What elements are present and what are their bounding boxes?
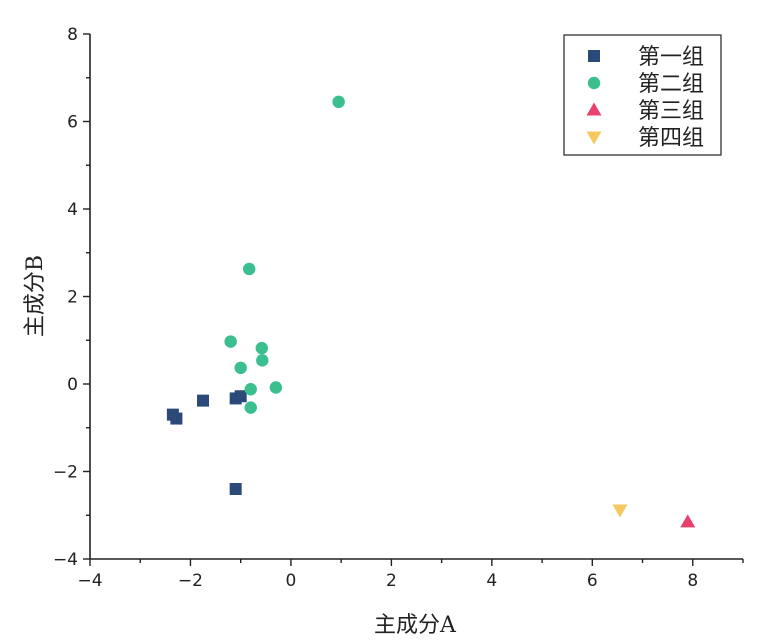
data-point (243, 262, 256, 276)
legend-label: 第二组 (638, 72, 704, 97)
y-tick-label: 0 (67, 375, 78, 395)
x-tick-label: 4 (486, 571, 497, 591)
x-tick-label: 2 (386, 571, 397, 591)
legend-marker (586, 131, 602, 145)
data-point (680, 514, 696, 528)
series-group (680, 514, 696, 528)
y-tick-label: −2 (53, 463, 78, 483)
data-point (244, 383, 257, 396)
data-point (170, 412, 183, 425)
data-point (197, 394, 210, 407)
data-point (224, 335, 237, 348)
data-point (256, 354, 269, 367)
data-point (234, 390, 247, 403)
y-tick-label: 4 (67, 200, 78, 220)
data-point (255, 341, 268, 355)
legend-label: 第四组 (638, 126, 704, 151)
data-point (269, 381, 283, 394)
y-tick-label: −4 (53, 550, 78, 570)
legend-label: 第三组 (638, 99, 704, 124)
x-tick-label: 0 (286, 571, 297, 591)
x-axis-title: 主成分A (374, 613, 457, 638)
data-points (166, 95, 696, 528)
y-axis-title: 主成分B (23, 255, 48, 337)
x-tick-label: 8 (687, 571, 698, 591)
data-point (229, 483, 242, 495)
legend-marker (586, 102, 602, 116)
y-tick-label: 6 (67, 113, 78, 133)
series-group (612, 504, 628, 518)
y-tick-label: 8 (67, 25, 78, 45)
legend-label: 第一组 (638, 45, 704, 70)
x-tick-label: 6 (587, 571, 598, 591)
legend-marker (588, 50, 600, 62)
data-point (332, 95, 345, 109)
legend-marker (587, 76, 601, 90)
series-group (224, 95, 345, 414)
series-group (166, 390, 247, 495)
data-point (244, 401, 257, 414)
x-tick-label: −2 (178, 571, 203, 591)
data-point (234, 361, 247, 375)
data-point (612, 504, 628, 518)
x-tick-label: −4 (77, 571, 102, 591)
axes: −4 −2 0 2 4 6 8 −4 −2 0 2 4 6 8 (53, 25, 744, 591)
y-tick-label: 2 (67, 288, 78, 308)
